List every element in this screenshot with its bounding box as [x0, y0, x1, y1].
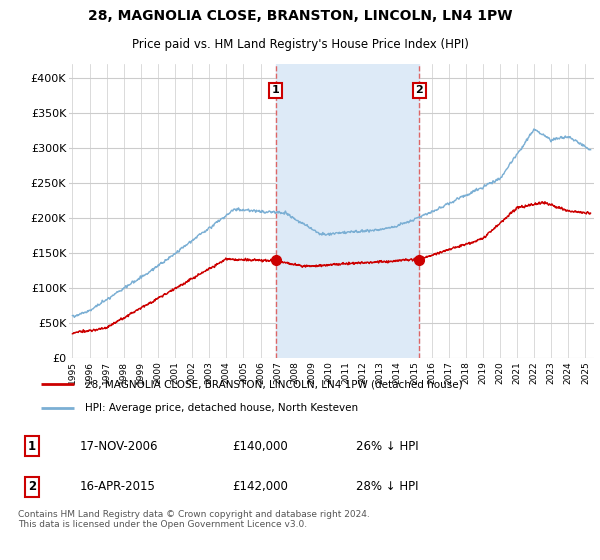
- Text: 26% ↓ HPI: 26% ↓ HPI: [356, 440, 419, 453]
- Text: 16-APR-2015: 16-APR-2015: [80, 480, 156, 493]
- Text: HPI: Average price, detached house, North Kesteven: HPI: Average price, detached house, Nort…: [85, 403, 358, 413]
- Text: £142,000: £142,000: [232, 480, 288, 493]
- Bar: [275, 64, 419, 358]
- Text: Price paid vs. HM Land Registry's House Price Index (HPI): Price paid vs. HM Land Registry's House …: [131, 38, 469, 51]
- Text: 1: 1: [272, 85, 280, 95]
- Text: £140,000: £140,000: [232, 440, 288, 453]
- Text: 1: 1: [28, 440, 36, 453]
- Text: 2: 2: [416, 85, 423, 95]
- Text: 2: 2: [28, 480, 36, 493]
- Text: Contains HM Land Registry data © Crown copyright and database right 2024.
This d: Contains HM Land Registry data © Crown c…: [18, 510, 370, 529]
- Text: 28, MAGNOLIA CLOSE, BRANSTON, LINCOLN, LN4 1PW (detached house): 28, MAGNOLIA CLOSE, BRANSTON, LINCOLN, L…: [85, 380, 463, 390]
- Text: 17-NOV-2006: 17-NOV-2006: [80, 440, 158, 453]
- Text: 28% ↓ HPI: 28% ↓ HPI: [356, 480, 419, 493]
- Text: 28, MAGNOLIA CLOSE, BRANSTON, LINCOLN, LN4 1PW: 28, MAGNOLIA CLOSE, BRANSTON, LINCOLN, L…: [88, 9, 512, 23]
